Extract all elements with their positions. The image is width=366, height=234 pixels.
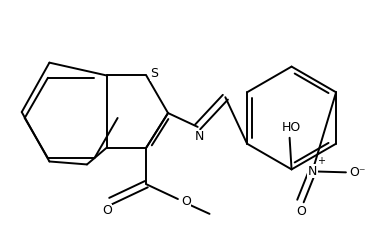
Text: HO: HO <box>282 121 301 134</box>
Text: +: + <box>317 157 325 166</box>
Text: N: N <box>195 130 204 143</box>
Text: S: S <box>150 67 158 80</box>
Text: N: N <box>308 165 317 178</box>
Text: O: O <box>181 194 191 208</box>
Text: O⁻: O⁻ <box>350 166 366 179</box>
Text: O: O <box>102 204 112 217</box>
Text: O: O <box>296 205 306 218</box>
